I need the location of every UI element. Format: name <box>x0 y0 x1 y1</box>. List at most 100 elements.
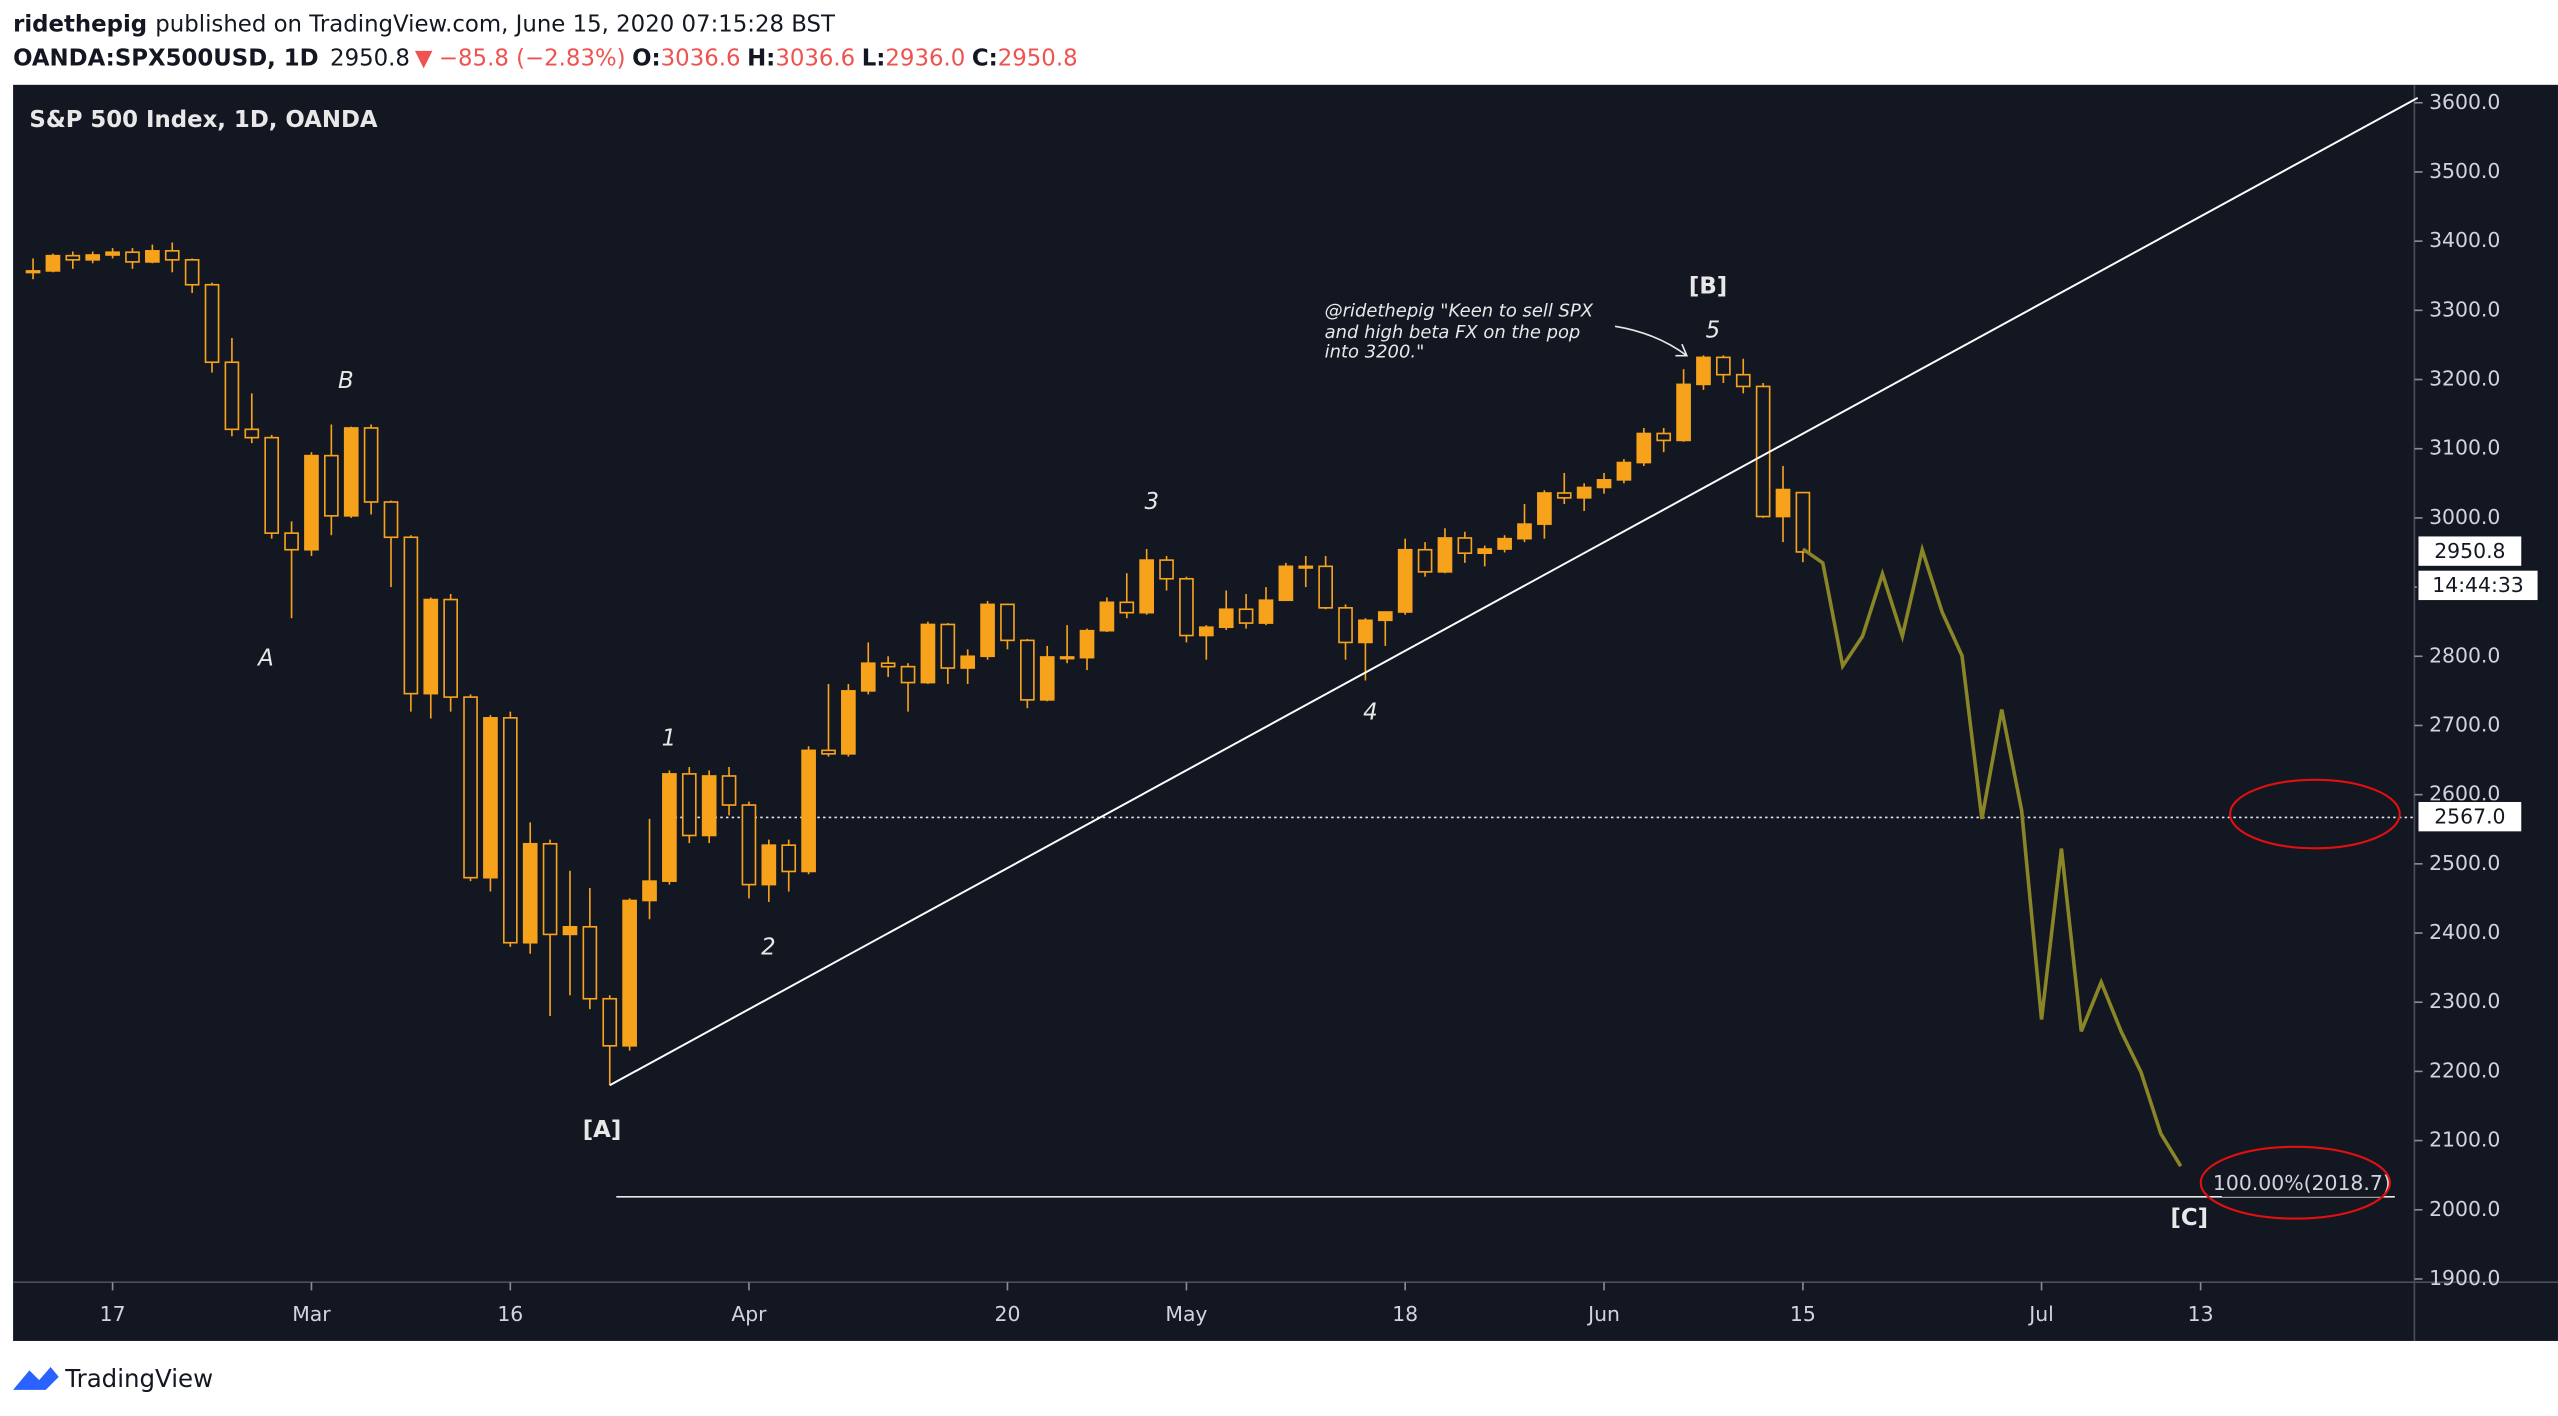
x-tick-label: May <box>1165 1302 1207 1326</box>
x-tick-label: Apr <box>731 1302 767 1326</box>
candle-body <box>25 270 41 274</box>
o-key: O: <box>632 45 661 71</box>
candle-body <box>662 773 677 882</box>
last-price-box <box>2416 534 2523 568</box>
l-key: L: <box>862 45 886 71</box>
x-tick-label: 16 <box>497 1302 523 1326</box>
candle-body <box>1696 356 1711 386</box>
wave-label: 3 <box>1144 489 1159 515</box>
candle-body <box>145 250 160 263</box>
candle-body <box>65 254 81 261</box>
candle-body <box>622 899 637 1047</box>
c-key: C: <box>972 45 998 71</box>
fib-label: 100.00%(2018.7) <box>2213 1171 2391 1195</box>
candle-body <box>701 775 717 837</box>
price-line-box <box>2416 800 2523 833</box>
candle-body <box>1258 599 1274 624</box>
candle-body <box>45 254 61 272</box>
plot: 1900.0 2000.0 2100.0 2200.0 2300.0 2400.0 2500… <box>25 90 2540 1326</box>
wave-label: 4 <box>1363 699 1378 725</box>
price-line-label: 2567.0 <box>2434 804 2505 828</box>
h: 3036.6 <box>775 45 855 71</box>
candle-body <box>1755 385 1771 518</box>
x-tick-label: 17 <box>100 1302 126 1326</box>
candle-body <box>1198 626 1214 637</box>
candle-body <box>1298 565 1314 569</box>
comment-arrow <box>1614 325 1689 357</box>
comment: into 3200." <box>1325 341 1425 362</box>
candle-body <box>1656 432 1672 442</box>
candle-body <box>1735 373 1751 388</box>
candle-body <box>1278 565 1294 602</box>
candle-body <box>383 501 399 539</box>
symbol: OANDA:SPX500USD, 1D <box>13 45 319 71</box>
candle-body <box>841 690 856 755</box>
candle-body <box>1616 461 1632 481</box>
candle-body <box>1537 492 1552 525</box>
candle-body <box>1517 523 1532 540</box>
highlight-ellipse <box>2229 778 2401 850</box>
header-line: ridethepig published on TradingView.com, … <box>13 11 836 37</box>
y-tick-label: 2200.0 <box>2429 1058 2500 1082</box>
y-tick-label: 2500.0 <box>2429 851 2500 875</box>
candle-body <box>1676 383 1691 442</box>
y-tick-label: 2300.0 <box>2429 989 2500 1013</box>
candle-body <box>602 997 618 1047</box>
c: 2950.8 <box>998 45 1078 71</box>
candle-body <box>642 880 657 902</box>
candle-body <box>1477 548 1493 555</box>
candle-body <box>900 665 916 684</box>
logo: TradingView <box>13 1364 213 1393</box>
candle-body <box>1636 432 1652 464</box>
candle-body <box>244 428 260 439</box>
candle-body <box>1179 577 1194 637</box>
candle-body <box>1318 565 1333 609</box>
y-tick-label: 3000.0 <box>2429 505 2500 529</box>
y-tick-label: 3300.0 <box>2429 297 2500 321</box>
wave-label: 2 <box>761 934 776 960</box>
o: 3036.6 <box>661 45 741 71</box>
candle-body <box>980 603 995 658</box>
candle-body <box>781 844 797 873</box>
candle-body <box>1159 559 1174 580</box>
candle-body <box>801 749 816 873</box>
candle-body <box>1238 608 1254 624</box>
candle-body <box>1576 486 1592 499</box>
candle-body <box>304 454 319 551</box>
candle-body <box>204 283 220 364</box>
projection <box>1801 542 2183 1168</box>
candle-body <box>125 251 140 263</box>
wave-label: A <box>256 646 274 672</box>
candle-body <box>1795 491 1811 553</box>
candle-body <box>1020 639 1035 701</box>
timer: 14:44:33 <box>2432 573 2524 597</box>
candle-body <box>1338 607 1353 644</box>
x-tick-label: 18 <box>1392 1302 1418 1326</box>
candle-body <box>502 717 518 944</box>
y-tick-label: 3200.0 <box>2429 367 2500 391</box>
candle-body <box>562 925 578 936</box>
candle-body <box>1358 619 1373 644</box>
candle-body <box>1397 548 1413 613</box>
wave-label: [A] <box>583 1117 622 1143</box>
y-tick-label: 3600.0 <box>2429 90 2500 114</box>
candle-body <box>741 804 757 886</box>
x-tick-label: Jun <box>1586 1302 1620 1326</box>
candle-body <box>960 655 976 669</box>
candle-body <box>920 623 936 684</box>
candle-body <box>681 773 697 837</box>
candle-body <box>363 427 379 503</box>
candle-body <box>860 662 876 692</box>
candle-body <box>483 717 498 879</box>
candle-body <box>1437 537 1453 573</box>
candle-body <box>1119 601 1135 614</box>
candle-body <box>443 598 458 698</box>
trendline <box>609 97 2419 1087</box>
timer-box <box>2416 569 2540 602</box>
candle-body <box>1775 488 1791 518</box>
y-tick-label: 3500.0 <box>2429 159 2500 183</box>
y-tick-label: 3100.0 <box>2429 436 2500 460</box>
logo-mark <box>13 1367 59 1390</box>
candle-body <box>880 662 896 668</box>
candle-body <box>1139 559 1155 614</box>
